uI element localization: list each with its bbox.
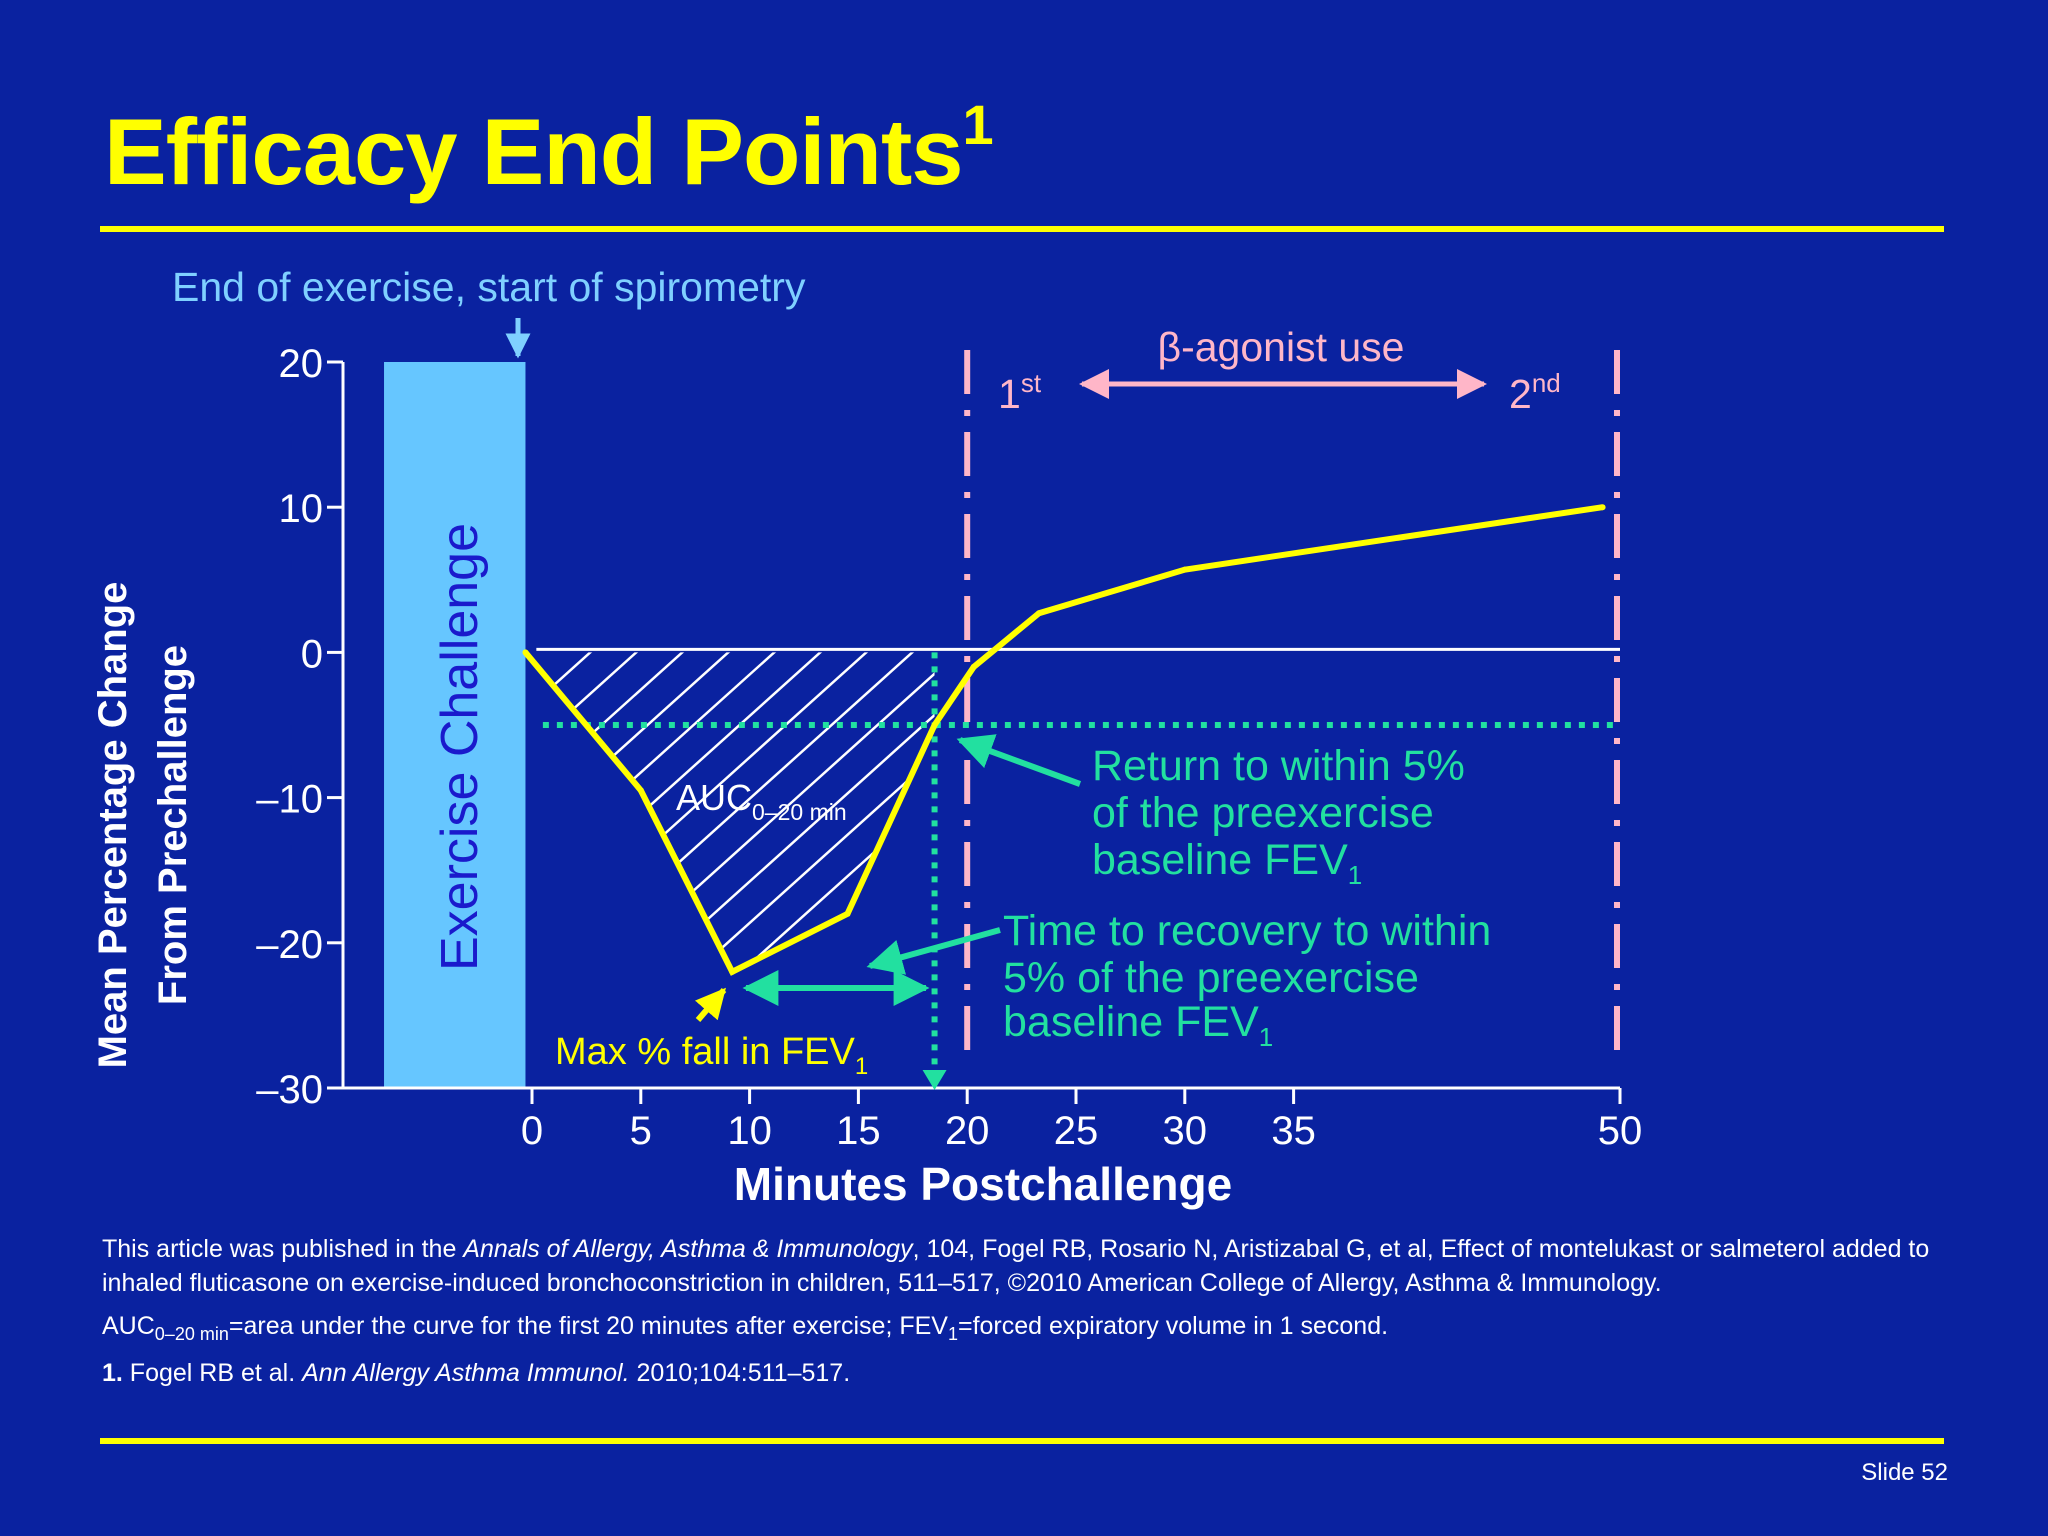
citation-journal: Annals of Allergy, Asthma & Immunology [463,1235,913,1263]
x-tick-label: 15 [836,1109,881,1153]
y-tick-label: –20 [256,923,323,967]
footer-rule [100,1438,1944,1444]
auc-hatch-line [1630,640,2030,1000]
citation: This article was published in the Annals… [102,1232,1982,1300]
slide-title: Efficacy End Points1 [104,93,994,206]
reference-authors: Fogel RB et al. [122,1359,303,1387]
citation-details: , 104, Fogel RB, Rosario N, Aristizabal … [102,1235,1930,1297]
y-tick-label: –10 [256,778,323,822]
citation-lead: This article was published in the [102,1235,464,1263]
x-ticks: 0 5 10 15 20 25 30 35 50 [521,1088,1642,1153]
fev1-data-point [844,910,851,917]
auc-hatch-line [525,652,651,972]
auc-hatch-line [1492,640,1892,1000]
auc-label-subscript: 0–20 min [752,799,847,825]
max-fall-label: Max % fall in FEV1 [555,1031,868,1080]
abbrev-fev-subscript: 1 [947,1324,958,1344]
agonist-second-number: 2 [1509,371,1532,417]
max-fall-label-text: Max % fall in FEV [555,1031,856,1073]
reference-number: 1. [102,1359,123,1387]
reference-journal: Ann Allergy Asthma Immunol. [302,1359,630,1387]
recovery-time-arrowhead [922,1070,947,1090]
axes [341,362,1620,1090]
exercise-challenge-label: Exercise Challenge [431,523,489,971]
reference-details: 2010;104:511–517. [629,1359,851,1387]
x-tick-label: 5 [630,1109,652,1153]
title-text: Efficacy End Points [104,99,964,204]
auc-hatch-line [525,652,697,972]
recovery-annotation-arrow [866,927,1001,975]
auc-hatch-line [1584,640,1984,1000]
fev1-data-point [931,722,938,728]
x-tick-label: 30 [1163,1109,1208,1153]
return-annotation-line3-subscript: 1 [1348,860,1362,890]
y-tick-label: –30 [256,1068,323,1112]
fev1-data-points [522,504,1606,975]
recovery-annotation-line1: Time to recovery to within [1003,907,1491,955]
auc-label-text: AUC [676,777,752,818]
abbrev-auc: AUC [102,1312,155,1340]
x-tick-label: 50 [1598,1109,1643,1153]
y-tick-label: 10 [279,487,324,531]
x-tick-label: 25 [1054,1109,1099,1153]
auc-hatch-line [1538,640,1938,1000]
slide-number: Slide 52 [1861,1459,1948,1486]
return-annotation-arrow [956,734,1082,787]
return-annotation-line3-text: baseline FEV [1092,836,1348,884]
return-annotation-line1: Return to within 5% [1092,742,1465,790]
recovery-annotation-line3-subscript: 1 [1259,1022,1273,1052]
title-reference-number: 1 [962,93,994,156]
auc-hatch-line [663,652,935,972]
max-fall-label-subscript: 1 [855,1053,868,1080]
agonist-use-label: β-agonist use [1158,324,1405,370]
y-axis-title-line1: Mean Percentage Change [91,582,135,1069]
agonist-second-label: 2nd [1509,368,1561,417]
fev1-data-point [637,787,644,794]
auc-hatch-line [1446,640,1846,1000]
agonist-second-suffix: nd [1532,368,1561,398]
y-tick-label: 0 [301,632,323,676]
fev1-data-point [522,649,529,656]
auc-hatch-line [525,652,927,972]
reference-1: 1. Fogel RB et al. Ann Allergy Asthma Im… [102,1356,1982,1390]
return-annotation-line3: baseline FEV1 [1092,836,1362,890]
exercise-end-label: End of exercise, start of spirometry [172,264,806,310]
title-rule [100,226,1944,232]
recovery-annotation-line3: baseline FEV1 [1003,998,1273,1052]
x-tick-label: 35 [1271,1109,1316,1153]
recovery-annotation: Time to recovery to within 5% of the pre… [1003,907,1491,1052]
abbrev-fev-definition: =forced expiratory volume in 1 second. [957,1312,1389,1340]
x-tick-label: 10 [727,1109,772,1153]
references: This article was published in the Annals… [102,1232,1982,1390]
agonist-first-suffix: st [1021,368,1042,398]
recovery-annotation-line2: 5% of the preexercise [1003,954,1419,1002]
fev1-data-point [1036,610,1043,617]
abbrev-auc-subscript: 0–20 min [154,1324,229,1344]
fev1-data-point [729,968,736,975]
max-fall-arrow [694,987,727,1022]
abbreviations: AUC0–20 min=area under the curve for the… [102,1309,1982,1351]
fev1-data-point [1181,566,1188,573]
abbrev-auc-definition: =area under the curve for the first 20 m… [228,1312,948,1340]
fev1-data-point [970,663,977,670]
y-axis-title: Mean Percentage Change From Prechallenge [91,582,195,1069]
x-tick-label: 0 [521,1109,543,1153]
fev1-data-point [1599,504,1606,511]
agonist-first-number: 1 [998,371,1021,417]
fev1-change-curve [523,504,1604,976]
return-annotation-line2: of the preexercise [1092,789,1434,837]
y-axis-title-line2: From Prechallenge [151,645,195,1005]
x-axis-title: Minutes Postchallenge [734,1158,1232,1210]
agonist-first-label: 1st [998,368,1042,417]
exercise-challenge-bar [384,362,526,1088]
x-tick-label: 20 [945,1109,990,1153]
recovery-annotation-line3-text: baseline FEV [1003,998,1259,1046]
y-tick-label: 20 [279,342,324,386]
y-ticks: 20 10 0 –10 –20 –30 [256,342,343,1112]
auc-label: AUC0–20 min [676,777,847,825]
return-annotation: Return to within 5% of the preexercise b… [1092,742,1465,890]
